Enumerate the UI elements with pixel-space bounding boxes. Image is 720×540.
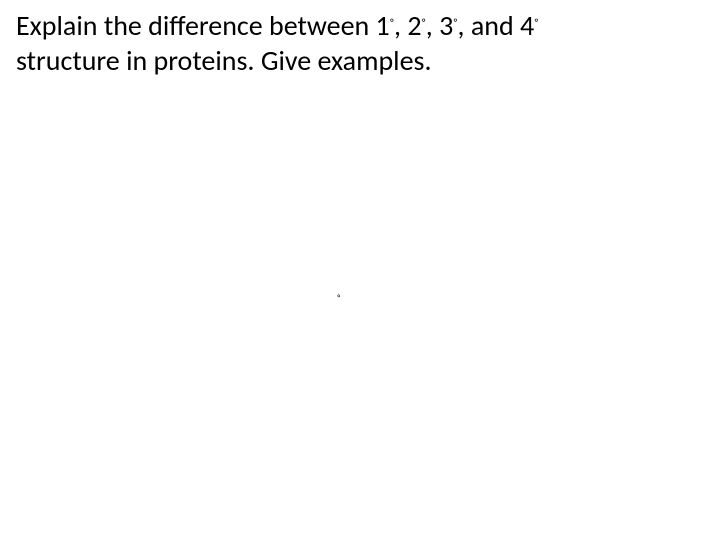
heading-line-2: structure in proteins. Give examples. (16, 43, 704, 78)
slide: Explain the difference between 1◦, 2◦, 3… (0, 0, 720, 540)
heading-text: , and 4 (458, 8, 535, 43)
slide-heading: Explain the difference between 1◦, 2◦, 3… (16, 8, 704, 78)
degree-superscript: ◦ (453, 14, 457, 28)
center-degree-mark: ◦ (337, 289, 341, 302)
heading-text: Explain the difference between 1 (16, 8, 390, 43)
heading-line-1: Explain the difference between 1◦, 2◦, 3… (16, 8, 704, 43)
degree-superscript: ◦ (390, 14, 394, 28)
degree-superscript: ◦ (422, 14, 426, 28)
degree-superscript: ◦ (534, 14, 538, 28)
heading-text: , 3 (426, 8, 454, 43)
heading-text: , 2 (394, 8, 422, 43)
